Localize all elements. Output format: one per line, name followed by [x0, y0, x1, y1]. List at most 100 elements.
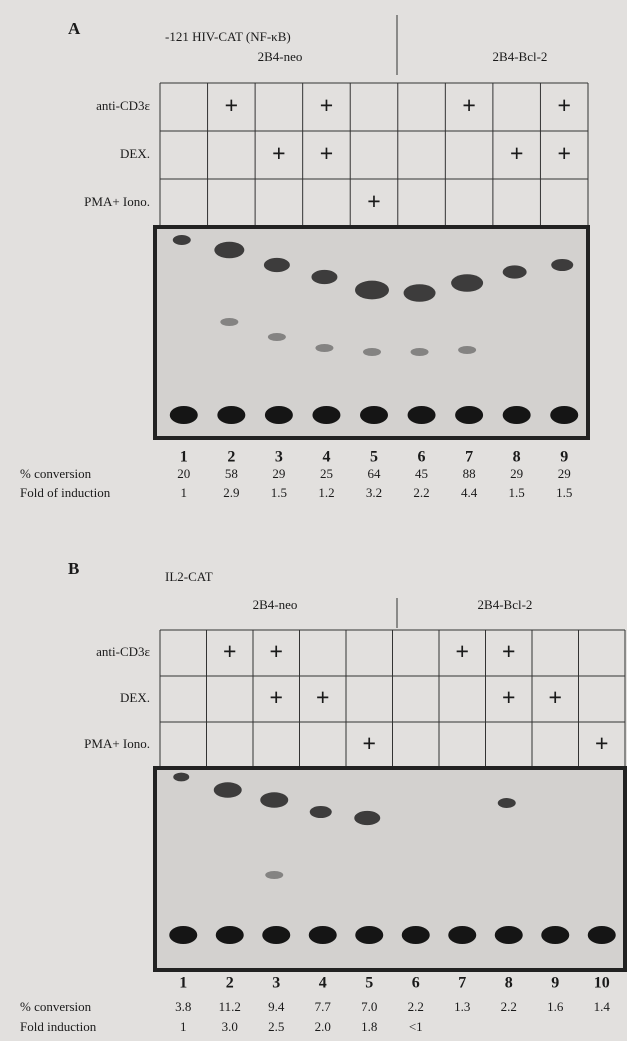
spot	[588, 926, 616, 944]
lane-number: 6	[418, 449, 426, 466]
spot	[265, 406, 293, 424]
panel-label: B	[68, 559, 79, 578]
measure-value: 11.2	[219, 999, 241, 1014]
spot	[312, 406, 340, 424]
spot	[360, 406, 388, 424]
treatment-label: PMA+ Iono.	[84, 736, 150, 751]
lane-number: 4	[322, 449, 330, 466]
spot	[173, 235, 191, 245]
measure-value: 2.9	[223, 485, 239, 500]
spot	[309, 926, 337, 944]
construct-name: -121 HIV-CAT (NF-κB)	[165, 29, 291, 44]
measure-value: 1	[180, 1019, 187, 1034]
measure-value: 20	[177, 466, 190, 481]
measure-value: 64	[368, 466, 382, 481]
measure-value: 29	[272, 466, 285, 481]
spot	[408, 406, 436, 424]
spot	[214, 242, 244, 259]
lane-number: 7	[458, 975, 466, 992]
spot	[455, 406, 483, 424]
spot	[354, 811, 380, 825]
spot	[495, 926, 523, 944]
spot	[173, 773, 189, 782]
spot	[355, 926, 383, 944]
lane-number: 9	[560, 449, 568, 466]
measure-value: 1	[181, 485, 188, 500]
spot	[262, 926, 290, 944]
spot	[355, 281, 389, 300]
lane-number: 4	[319, 975, 327, 992]
plus-mark: +	[320, 94, 334, 120]
measure-value: 1.8	[361, 1019, 377, 1034]
spot	[315, 344, 333, 352]
plus-mark: +	[316, 686, 330, 712]
spot	[551, 259, 573, 271]
spot	[451, 274, 483, 292]
lane-number: 7	[465, 449, 473, 466]
spot	[503, 265, 527, 278]
treatment-label: anti-CD3ε	[96, 644, 150, 659]
plus-mark: +	[224, 94, 238, 120]
plus-mark: +	[510, 142, 524, 168]
measure-label: % conversion	[20, 999, 92, 1014]
measure-label: % conversion	[20, 466, 92, 481]
plus-mark: +	[595, 732, 609, 758]
measure-value: 29	[510, 466, 523, 481]
measure-value: <1	[409, 1019, 423, 1034]
spot	[411, 348, 429, 356]
lane-number: 1	[179, 975, 187, 992]
plus-mark: +	[272, 142, 286, 168]
lane-number: 6	[412, 975, 420, 992]
group-label: 2B4-neo	[258, 49, 303, 64]
plus-mark: +	[462, 94, 476, 120]
lane-number: 9	[551, 975, 559, 992]
spot	[550, 406, 578, 424]
measure-value: 1.2	[318, 485, 334, 500]
plus-mark: +	[557, 94, 571, 120]
spot	[265, 871, 283, 879]
spot	[217, 406, 245, 424]
spot	[458, 346, 476, 354]
spot	[448, 926, 476, 944]
spot	[503, 406, 531, 424]
measure-value: 58	[225, 466, 238, 481]
measure-value: 2.2	[408, 999, 424, 1014]
plus-mark: +	[367, 190, 381, 216]
group-label: 2B4-neo	[253, 597, 298, 612]
panel-label: A	[68, 19, 81, 38]
measure-value: 3.8	[175, 999, 191, 1014]
spot	[498, 798, 516, 808]
treatment-label: DEX.	[120, 146, 150, 161]
measure-value: 3.2	[366, 485, 382, 500]
lane-number: 1	[180, 449, 188, 466]
lane-number: 2	[227, 449, 235, 466]
spot	[363, 348, 381, 356]
measure-value: 25	[320, 466, 333, 481]
spot	[310, 806, 332, 818]
plus-mark: +	[548, 686, 562, 712]
spot	[216, 926, 244, 944]
spot	[220, 318, 238, 326]
lane-number: 10	[594, 975, 610, 992]
lane-number: 8	[505, 975, 513, 992]
spot	[404, 284, 436, 302]
group-label: 2B4-Bcl-2	[478, 597, 533, 612]
treatment-label: anti-CD3ε	[96, 98, 150, 113]
lane-number: 8	[513, 449, 521, 466]
measure-value: 29	[558, 466, 571, 481]
lane-number: 5	[370, 449, 378, 466]
lane-number: 5	[365, 975, 373, 992]
lane-number: 3	[272, 975, 280, 992]
measure-value: 2.0	[315, 1019, 331, 1034]
spot	[214, 782, 242, 797]
measure-label: Fold of induction	[20, 485, 111, 500]
plus-mark: +	[269, 640, 283, 666]
spot	[170, 406, 198, 424]
measure-value: 1.4	[594, 999, 611, 1014]
plus-mark: +	[502, 686, 516, 712]
measure-value: 2.2	[413, 485, 429, 500]
plus-mark: +	[223, 640, 237, 666]
spot	[264, 258, 290, 272]
plus-mark: +	[320, 142, 334, 168]
plus-mark: +	[502, 640, 516, 666]
